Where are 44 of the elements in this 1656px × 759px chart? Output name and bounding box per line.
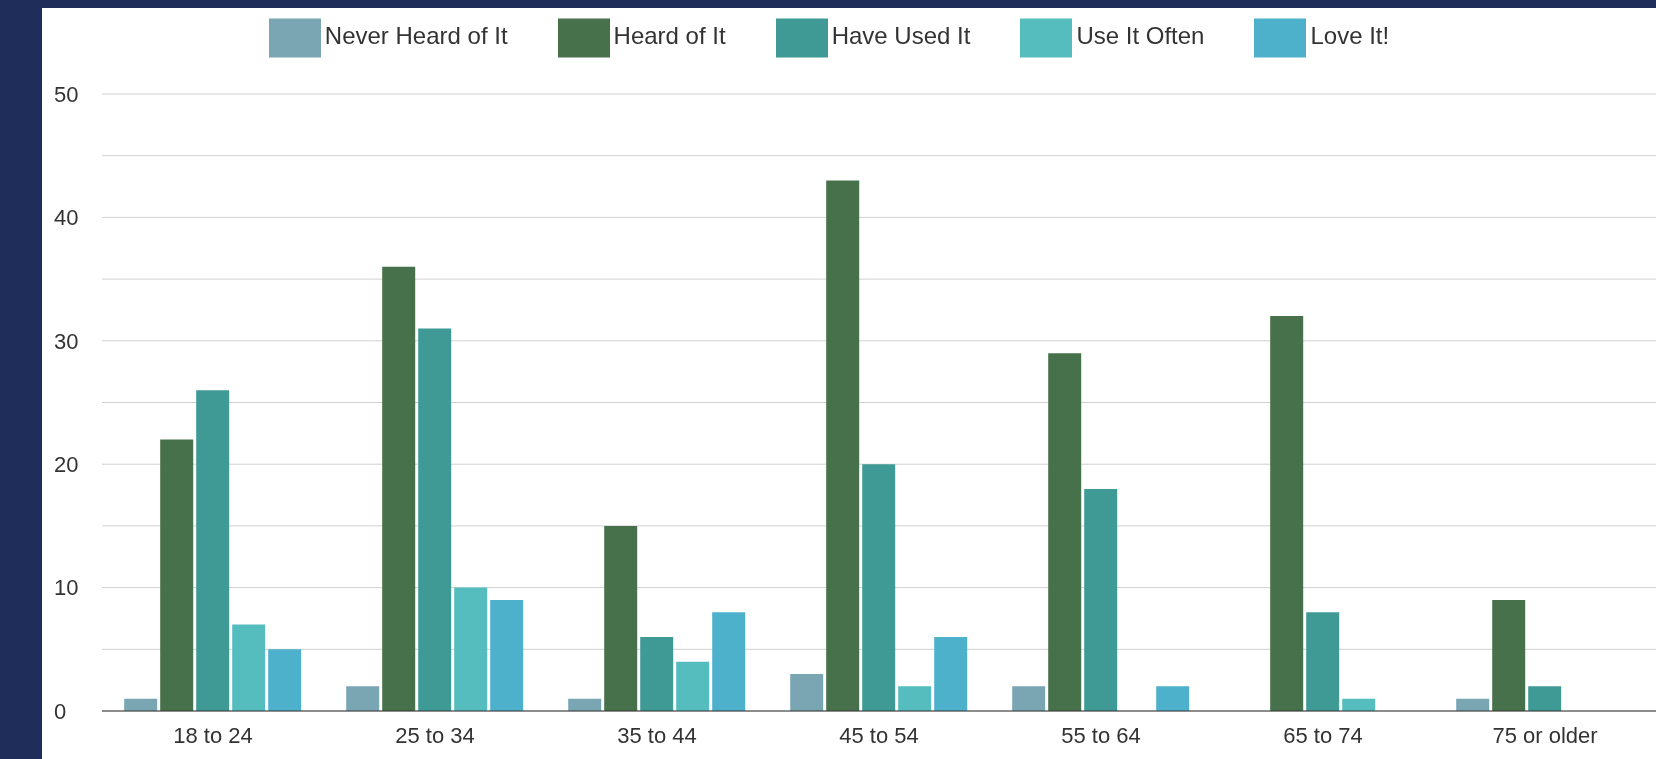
- legend-label: Never Heard of It: [324, 22, 508, 50]
- bar: [1270, 316, 1304, 711]
- bar: [898, 686, 932, 711]
- x-tick-label: 65 to 74: [1283, 722, 1363, 748]
- x-tick-label: 55 to 64: [1061, 722, 1141, 748]
- legend-label: Use It Often: [1076, 22, 1205, 50]
- y-tick-label: 50: [54, 81, 79, 107]
- bar: [454, 587, 488, 711]
- bar: [826, 180, 860, 711]
- bar: [232, 624, 266, 711]
- y-tick-label: 0: [54, 698, 67, 724]
- y-tick-label: 30: [54, 328, 79, 354]
- bar: [1492, 599, 1526, 711]
- x-tick-label: 45 to 54: [839, 722, 919, 748]
- x-tick-label: 35 to 44: [617, 722, 697, 748]
- bar: [1084, 488, 1118, 711]
- bar: [676, 661, 710, 711]
- x-tick-label: 75 or older: [1492, 722, 1598, 748]
- x-tick-label: 25 to 34: [395, 722, 475, 748]
- bar: [1528, 686, 1562, 711]
- bar: [604, 525, 638, 711]
- bar: [1156, 686, 1190, 711]
- x-tick-label: 18 to 24: [173, 722, 253, 748]
- bar: [790, 673, 824, 711]
- bar: [160, 439, 194, 711]
- bar: [862, 464, 896, 711]
- bar: [934, 636, 968, 711]
- bar: [1012, 686, 1046, 711]
- bar: [382, 266, 416, 711]
- bar: [196, 390, 230, 711]
- bar: [1306, 612, 1340, 711]
- legend-label: Heard of It: [613, 22, 726, 50]
- bar: [268, 649, 302, 711]
- bar: [418, 328, 452, 711]
- bar: [640, 636, 674, 711]
- y-tick-label: 40: [54, 205, 79, 231]
- bar: [712, 612, 746, 711]
- y-tick-label: 20: [54, 452, 79, 478]
- bar: [1048, 353, 1082, 711]
- bar: [490, 599, 524, 711]
- y-tick-label: 10: [54, 575, 79, 601]
- legend-label: Have Used It: [831, 22, 971, 50]
- legend-label: Love It!: [1310, 22, 1390, 50]
- bar: [346, 686, 380, 711]
